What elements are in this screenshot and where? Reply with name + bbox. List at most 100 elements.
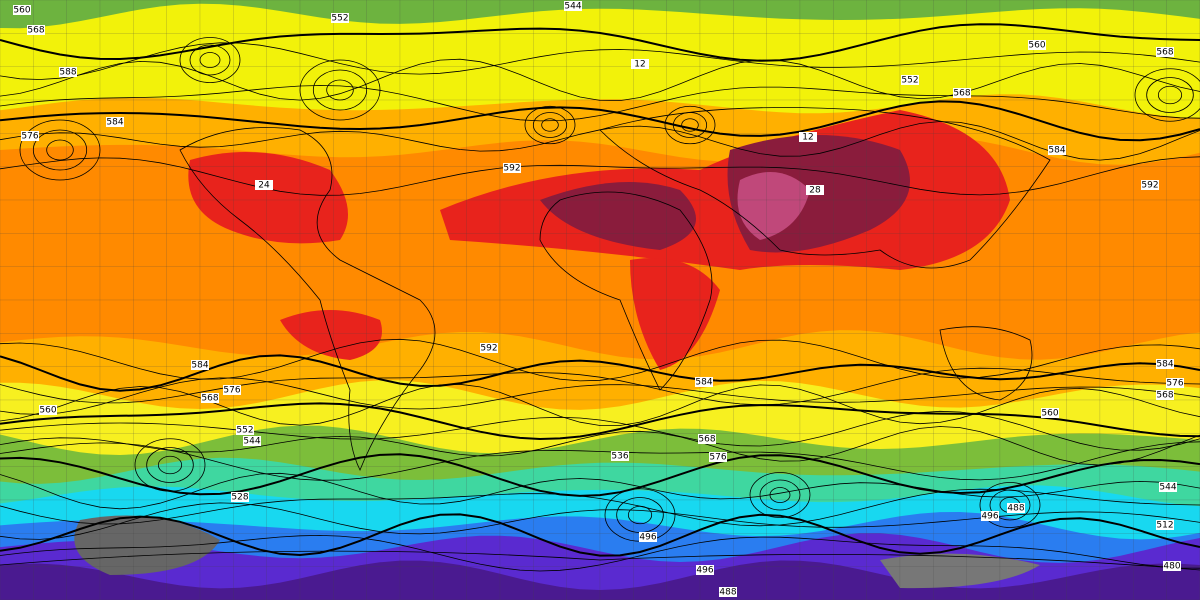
closed-contour (1146, 77, 1194, 113)
contour-label: 544 (243, 437, 260, 447)
contour (0, 85, 1200, 122)
closed-contour (199, 52, 221, 68)
africa (539, 191, 713, 391)
contour-label: 576 (1166, 379, 1183, 389)
closed-contour (189, 44, 231, 76)
label-box (1159, 482, 1177, 492)
contour (0, 383, 1200, 426)
label-box (243, 436, 261, 446)
contour-label: 588 (59, 68, 76, 78)
closed-contour (664, 105, 716, 145)
label-box (331, 13, 349, 23)
contour (0, 410, 1200, 451)
contour-label: 568 (953, 89, 970, 99)
label-box (1041, 408, 1059, 418)
label-box (1141, 180, 1159, 190)
closed-contour (32, 129, 88, 171)
contour-label: 496 (639, 533, 656, 543)
contour-label: 584 (106, 118, 123, 128)
label-box (806, 185, 824, 195)
label-box (236, 425, 254, 435)
label-box (901, 75, 919, 85)
closed-contour (1134, 68, 1200, 122)
eurasia (599, 107, 1051, 269)
label-box (799, 132, 817, 142)
closed-contour (134, 438, 206, 492)
contour-label: 592 (480, 344, 497, 354)
closed-contour (524, 105, 576, 145)
closed-contour (759, 479, 801, 511)
closed-contour (179, 37, 241, 83)
label-box (564, 1, 582, 11)
warm-patch (280, 310, 382, 360)
label-box (1163, 561, 1181, 571)
label-box (698, 434, 716, 444)
contour-label: 560 (13, 6, 30, 16)
closed-contour (989, 489, 1031, 521)
contour-label: 568 (1156, 48, 1173, 58)
contour (0, 58, 1200, 102)
contour-label: 576 (223, 386, 240, 396)
contour-label: 488 (719, 588, 736, 598)
contour-label: 592 (503, 164, 520, 174)
closed-contour (979, 482, 1041, 528)
contour (0, 367, 1200, 406)
label-box (21, 131, 39, 141)
contour (0, 121, 1200, 161)
contour (0, 488, 1200, 527)
contour-label: 528 (231, 493, 248, 503)
label-box (231, 492, 249, 502)
contour-label: 488 (1007, 504, 1024, 514)
closed-contour (672, 112, 708, 138)
warm-patch (188, 152, 348, 244)
contour-label: 496 (696, 566, 713, 576)
label-box (953, 88, 971, 98)
closed-contour (769, 487, 791, 503)
closed-contour (157, 455, 183, 475)
contour-labels: 5605525445685885765845605685525685925845… (13, 1, 1184, 598)
hottest-patch (737, 172, 810, 240)
label-box (1156, 520, 1174, 530)
label-box (27, 25, 45, 35)
contour-label: 584 (1156, 360, 1173, 370)
contour (0, 354, 1200, 392)
contour (0, 23, 1200, 62)
closed-contour (532, 112, 568, 138)
contour-label: 584 (191, 361, 208, 371)
label-box (709, 452, 727, 462)
closed-contour (326, 79, 354, 101)
label-box (59, 67, 77, 77)
cold-core (74, 515, 221, 575)
label-box (696, 565, 714, 575)
closed-contour (1157, 85, 1183, 105)
contour-label: 584 (695, 378, 712, 388)
contour-label: 552 (236, 426, 253, 436)
contour-label: 584 (1048, 146, 1065, 156)
contour-label: 560 (39, 406, 56, 416)
warm-patch (630, 258, 720, 370)
contour-label: 568 (1156, 391, 1173, 401)
contour-label: 576 (21, 132, 38, 142)
hot-patch (540, 182, 696, 250)
contour-label: 560 (1028, 41, 1045, 51)
label-box (631, 59, 649, 69)
label-box (719, 587, 737, 597)
label-box (1028, 40, 1046, 50)
contour-label: 568 (27, 26, 44, 36)
contour-label: 536 (611, 452, 628, 462)
label-box (223, 385, 241, 395)
label-box (1166, 378, 1184, 388)
contour-label: 480 (1163, 562, 1180, 572)
label-box (639, 532, 657, 542)
contour-label: 496 (981, 512, 998, 522)
contour-label: 12 (634, 60, 645, 70)
contour (0, 426, 1200, 466)
label-box (191, 360, 209, 370)
contour-label: 560 (1041, 409, 1058, 419)
americas (179, 127, 436, 471)
contour (0, 502, 1200, 540)
contour (0, 441, 1200, 481)
label-box (1007, 503, 1025, 513)
contour (0, 100, 1200, 142)
